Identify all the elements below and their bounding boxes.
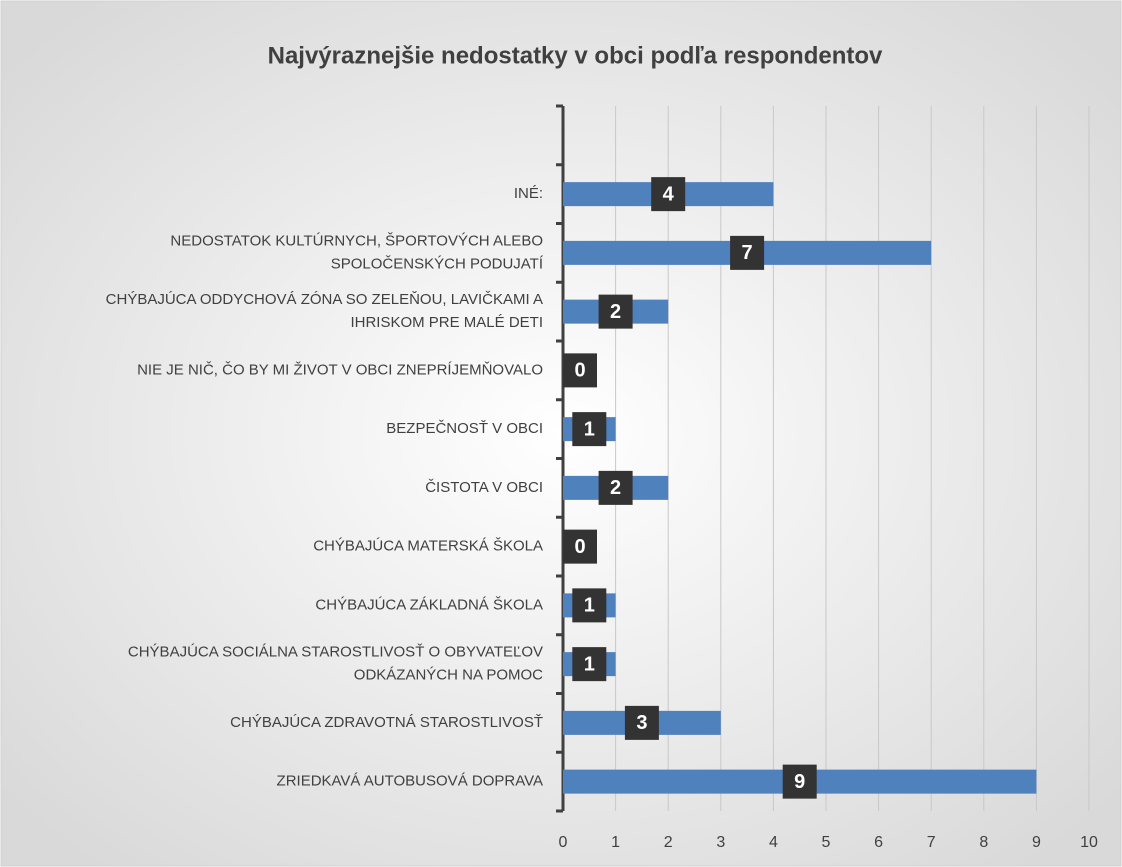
- x-tick-label: 0: [559, 834, 568, 851]
- x-tick-label: 7: [927, 834, 936, 851]
- data-label: 3: [636, 712, 647, 734]
- data-label: 1: [584, 418, 595, 440]
- y-tick-label: NIE JE NIČ, ČO BY MI ŽIVOT V OBCI ZNEPRÍ…: [137, 361, 543, 378]
- y-tick-label: CHÝBAJÚCA ZÁKLADNÁ ŠKOLA: [315, 596, 543, 613]
- data-label-box: [563, 353, 597, 388]
- data-label-box: [572, 588, 607, 623]
- data-label: 4: [663, 183, 675, 205]
- x-tick-label: 9: [1032, 834, 1041, 851]
- data-label: 9: [794, 771, 805, 793]
- data-label-box: [563, 529, 597, 564]
- data-label-box: [730, 235, 765, 270]
- data-label-box: [782, 764, 817, 799]
- y-tick-label: INÉ:: [514, 185, 543, 202]
- data-label: 1: [584, 653, 595, 675]
- y-tick-label: CHÝBAJÚCA SOCIÁLNA STAROSTLIVOSŤ O OBYVA…: [128, 644, 543, 684]
- x-tick-label: 8: [979, 834, 988, 851]
- y-tick-label: ČISTOTA V OBCI: [425, 479, 543, 496]
- x-tick-label: 4: [769, 834, 778, 851]
- data-label-box: [598, 470, 633, 505]
- data-label-box: [572, 412, 607, 447]
- data-label-box: [572, 647, 607, 682]
- x-tick-label: 3: [716, 834, 725, 851]
- x-tick-label: 2: [664, 834, 673, 851]
- y-tick-label: ZRIEDKAVÁ AUTOBUSOVÁ DOPRAVA: [277, 773, 543, 790]
- y-tick-label: CHÝBAJÚCA ZDRAVOTNÁ STAROSTLIVOSŤ: [230, 714, 543, 731]
- x-tick-label: 10: [1080, 834, 1098, 851]
- chart-title: Najvýraznejšie nedostatky v obci podľa r…: [268, 42, 883, 69]
- data-label-box: [598, 294, 633, 329]
- y-tick-label: CHÝBAJÚCA ODDYCHOVÁ ZÓNA SO ZELEŇOU, LAV…: [106, 291, 543, 331]
- y-tick-label: NEDOSTATOK KULTÚRNYCH, ŠPORTOVÝCH ALEBO S…: [170, 232, 543, 272]
- data-label: 0: [574, 536, 585, 558]
- x-tick-label: 5: [822, 834, 831, 851]
- data-label: 0: [574, 360, 585, 382]
- data-label-box: [624, 705, 659, 740]
- x-tick-label: 6: [874, 834, 883, 851]
- data-label-box: [651, 177, 686, 212]
- x-tick-label: 1: [611, 834, 620, 851]
- y-tick-label: CHÝBAJÚCA MATERSKÁ ŠKOLA: [313, 538, 543, 555]
- data-label: 7: [742, 242, 753, 264]
- data-label: 2: [610, 301, 621, 323]
- data-label: 1: [584, 595, 595, 617]
- y-tick-label: BEZPEČNOSŤ V OBCI: [386, 420, 543, 437]
- data-label: 2: [610, 477, 621, 499]
